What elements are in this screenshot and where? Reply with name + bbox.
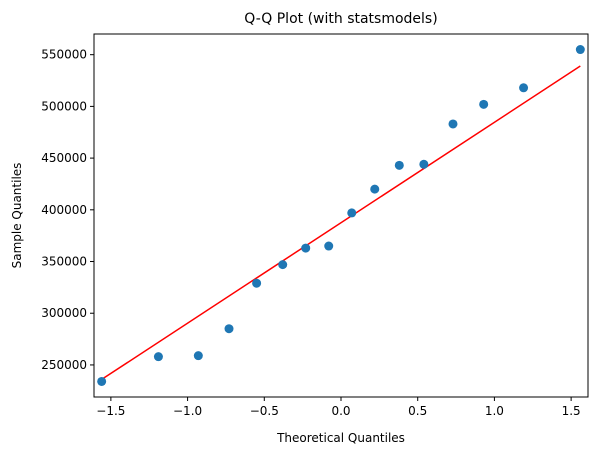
- data-point: [519, 83, 529, 93]
- x-tick-label: −1.5: [96, 404, 125, 418]
- data-point: [301, 243, 311, 253]
- chart-title: Q-Q Plot (with statsmodels): [244, 11, 437, 27]
- y-tick-label: 500000: [41, 99, 87, 113]
- data-point: [252, 278, 262, 288]
- data-point: [394, 160, 404, 170]
- y-tick-label: 450000: [41, 151, 87, 165]
- data-point: [278, 260, 288, 270]
- y-tick-label: 550000: [41, 48, 87, 62]
- x-tick-label: −1.0: [173, 404, 202, 418]
- data-point: [575, 45, 585, 55]
- data-point: [419, 159, 429, 169]
- series-layer: [97, 45, 585, 386]
- y-axis-label: Sample Quantiles: [10, 163, 24, 269]
- data-point: [347, 208, 357, 218]
- plot-area-frame: [93, 33, 589, 398]
- x-axis-ticks: −1.5 −1.0 −0.5 0.0 0.5 1.0 1.5: [96, 397, 581, 418]
- data-point: [448, 119, 458, 129]
- x-tick-label: 0.0: [331, 404, 350, 418]
- x-tick-label: 1.5: [562, 404, 581, 418]
- y-tick-label: 250000: [41, 358, 87, 372]
- data-point: [193, 351, 203, 361]
- y-tick-label: 350000: [41, 255, 87, 269]
- y-axis-ticks: 250000 300000 350000 400000 450000 500000 5500…: [41, 48, 94, 372]
- y-tick-label: 400000: [41, 203, 87, 217]
- data-point: [370, 184, 380, 194]
- data-point: [324, 241, 334, 251]
- x-axis-label: Theoretical Quantiles: [276, 431, 405, 445]
- data-point: [479, 99, 489, 109]
- x-tick-label: −0.5: [250, 404, 279, 418]
- y-tick-label: 300000: [41, 306, 87, 320]
- x-tick-label: 0.5: [408, 404, 427, 418]
- reference-line: [101, 65, 581, 381]
- x-tick-label: 1.0: [485, 404, 504, 418]
- data-point: [224, 324, 234, 334]
- data-point: [153, 352, 163, 362]
- data-point: [97, 376, 107, 386]
